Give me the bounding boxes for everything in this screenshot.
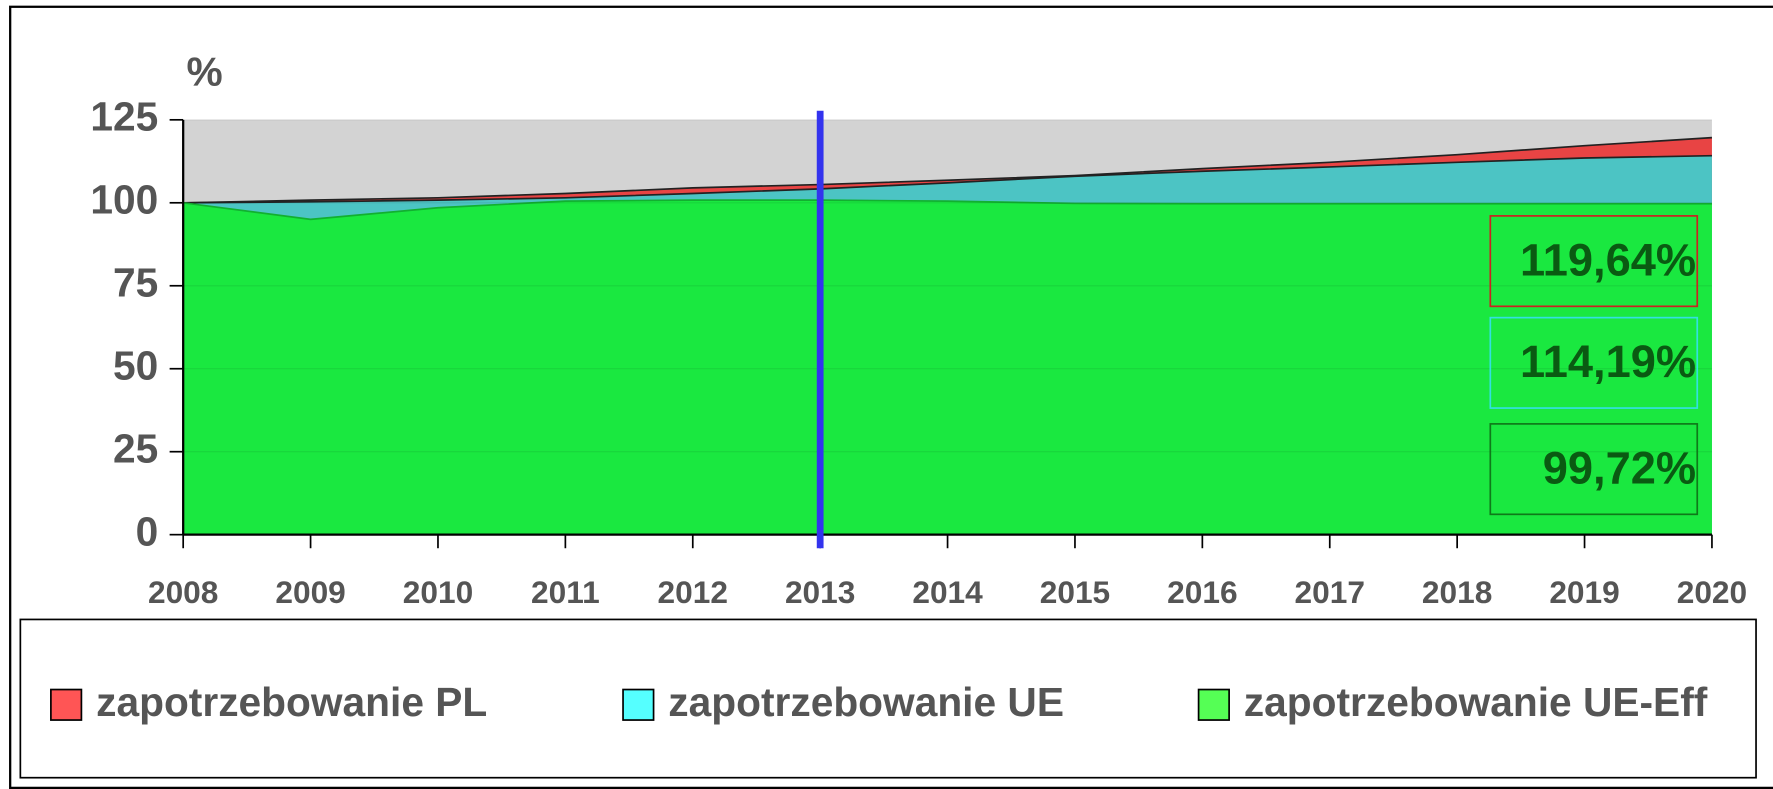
y-tick-label: 0: [136, 508, 159, 554]
value-label-box: [1489, 423, 1699, 516]
y-tick-label: 75: [113, 260, 158, 306]
legend-label: zapotrzebowanie UE-Eff: [1244, 679, 1708, 725]
y-tick-label: 25: [113, 425, 158, 471]
value-label: 119,64%: [1520, 234, 1696, 285]
x-tick-label: 2016: [1167, 574, 1237, 610]
x-tick-label: 2010: [403, 574, 473, 610]
x-tick-label: 2018: [1422, 574, 1492, 610]
x-tick-label: 2008: [148, 574, 218, 610]
legend-swatch: [622, 688, 655, 721]
area-edge: [183, 154, 1712, 204]
y-tick-label: 50: [113, 342, 158, 388]
value-label: 99,72%: [1543, 442, 1696, 493]
y-tick-label: 100: [90, 177, 158, 223]
x-tick-label: 2012: [658, 574, 728, 610]
legend-swatch: [1197, 688, 1230, 721]
value-label: 114,19%: [1520, 336, 1696, 387]
x-tick-label: 2014: [912, 574, 983, 610]
x-tick-label: 2017: [1295, 574, 1365, 610]
area: [183, 200, 1712, 535]
x-tick-label: 2011: [531, 574, 600, 610]
y-tick-label: 125: [90, 94, 158, 140]
x-tick-label: 2020: [1677, 574, 1747, 610]
area-edge: [183, 136, 1712, 204]
legend-label: zapotrzebowanie PL: [96, 679, 487, 725]
area-edge: [183, 199, 1712, 221]
x-tick-label: 2019: [1549, 574, 1619, 610]
legend-label: zapotrzebowanie UE: [668, 679, 1064, 725]
x-tick-label: 2013: [785, 574, 855, 610]
legend-swatch: [50, 688, 83, 721]
x-tick-label: 2009: [275, 574, 345, 610]
value-label-box: [1489, 215, 1699, 308]
outer-border: [9, 5, 1773, 789]
value-label-box: [1489, 316, 1699, 409]
y-axis-label: %: [187, 48, 223, 94]
legend-box: [19, 618, 1757, 779]
x-tick-label: 2015: [1040, 574, 1110, 610]
